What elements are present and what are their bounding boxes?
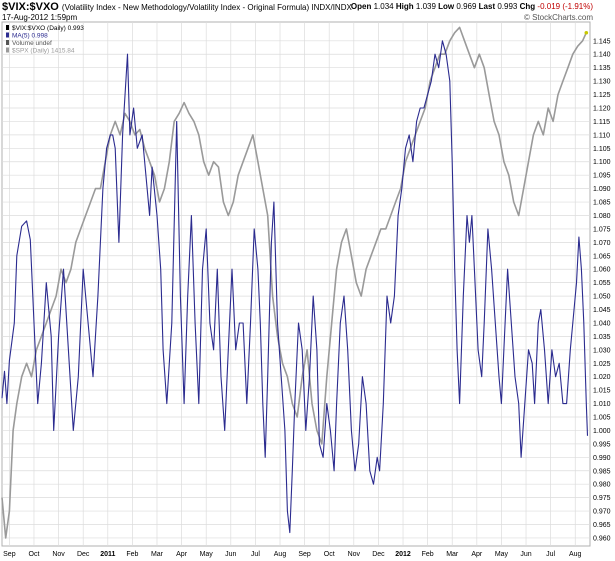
low-label: Low (438, 2, 455, 11)
chart-header: $VIX:$VXO (Volatility Index - New Method… (0, 0, 615, 24)
x-tick-label: Feb (126, 551, 138, 558)
y-tick-label: 1.000 (593, 428, 611, 435)
high-value: 1.039 (415, 2, 436, 11)
symbol-title: $VIX:$VXO (Volatility Index - New Method… (2, 1, 352, 13)
y-tick-label: 1.095 (593, 173, 611, 180)
y-tick-label: 0.960 (593, 535, 611, 542)
spx-price-line (1, 26, 588, 539)
y-tick-label: 1.085 (593, 200, 611, 207)
ma5-line (1, 40, 589, 534)
x-tick-label: Jul (546, 551, 555, 558)
x-tick-label: Sep (298, 551, 311, 558)
x-tick-label: Jul (251, 551, 260, 558)
x-tick-label: Apr (471, 551, 483, 558)
last-price-marker (584, 30, 589, 35)
open-label: Open (350, 2, 372, 11)
y-tick-label: 1.060 (593, 267, 611, 274)
x-tick-label: May (200, 551, 214, 558)
y-tick-label: 0.965 (593, 522, 611, 529)
y-tick-label: 1.040 (593, 320, 611, 327)
x-tick-label: Dec (372, 551, 385, 558)
chart-date: 17-Aug-2012 1:59pm (2, 13, 78, 22)
y-tick-label: 1.115 (593, 119, 610, 126)
x-tick-label: Jun (520, 551, 531, 558)
high-label: High (395, 2, 414, 11)
legend-entry: MA(5) 0.998 (12, 33, 48, 40)
legend-entry: $SPX (Daily) 1415.84 (12, 48, 75, 55)
y-tick-label: 0.970 (593, 509, 611, 516)
y-tick-label: 1.120 (593, 105, 611, 112)
y-tick-label: 1.090 (593, 186, 611, 193)
y-tick-label: 1.050 (593, 294, 611, 301)
x-tick-label: Oct (29, 551, 40, 558)
y-axis: 0.960 0.965 0.970 0.975 0.980 0.985 0.990 0.995… (593, 38, 611, 542)
open-value: 1.034 (373, 2, 394, 11)
y-tick-label: 1.045 (593, 307, 611, 314)
y-tick-label: 1.015 (593, 388, 611, 395)
x-tick-label: Mar (446, 551, 459, 558)
y-tick-label: 1.070 (593, 240, 611, 247)
x-tick-label: Mar (151, 551, 164, 558)
y-tick-label: 1.135 (593, 65, 611, 72)
y-tick-label: 1.055 (593, 280, 611, 287)
legend-entry: $VIX:$VXO (Daily) 0.993 (12, 25, 84, 32)
stockcharts-credit: © StockCharts.com (523, 13, 593, 22)
y-tick-label: 1.140 (593, 52, 611, 59)
y-tick-label: 1.010 (593, 401, 611, 408)
legend-swatch (6, 47, 9, 53)
y-tick-label: 0.995 (593, 441, 611, 448)
chg-label: Chg (519, 2, 536, 11)
y-tick-label: 1.030 (593, 347, 611, 354)
y-tick-label: 1.145 (593, 38, 611, 45)
plot-area (1, 21, 591, 547)
y-tick-label: 1.080 (593, 213, 611, 220)
symbol-description: (Volatility Index - New Methodology/Vola… (61, 3, 352, 12)
y-tick-label: 0.975 (593, 495, 611, 502)
y-tick-label: 1.005 (593, 415, 611, 422)
y-tick-label: 1.065 (593, 253, 611, 260)
y-tick-label: 1.075 (593, 226, 611, 233)
y-tick-label: 1.125 (593, 92, 611, 99)
y-tick-label: 1.105 (593, 146, 611, 153)
series-layer (1, 26, 589, 539)
x-tick-label: Jun (225, 551, 236, 558)
legend-swatch (6, 40, 9, 45)
last-value: 0.993 (497, 2, 518, 11)
y-tick-label: 0.980 (593, 482, 611, 489)
x-tick-label: Oct (324, 551, 335, 558)
y-tick-label: 1.130 (593, 79, 611, 86)
chg-value: -0.019 (-1.91%) (537, 2, 593, 11)
x-tick-label: Feb (422, 551, 434, 558)
legend-swatch (6, 32, 9, 38)
last-label: Last (478, 2, 496, 11)
symbol-ticker: $VIX:$VXO (2, 1, 59, 13)
y-tick-label: 1.100 (593, 159, 611, 166)
x-tick-label: May (495, 551, 509, 558)
x-tick-label: Nov (348, 551, 361, 558)
low-value: 0.969 (456, 2, 477, 11)
x-tick-label: Aug (274, 551, 287, 558)
x-tick-label: 2011 (100, 551, 115, 558)
legend-entry: Volume undef (12, 40, 52, 47)
y-tick-label: 1.025 (593, 361, 611, 368)
x-tick-label: Apr (176, 551, 188, 558)
x-axis: Sep Oct Nov Dec 2011 Feb Mar Apr May Jun Jul Aug Sep… (3, 551, 581, 558)
y-tick-label: 1.020 (593, 374, 611, 381)
legend-swatch (6, 25, 9, 30)
y-tick-label: 0.990 (593, 455, 611, 462)
y-tick-label: 0.985 (593, 468, 611, 475)
y-tick-label: 1.110 (593, 132, 610, 139)
x-tick-label: 2012 (395, 551, 411, 558)
x-tick-label: Aug (569, 551, 582, 558)
x-tick-label: Nov (52, 551, 65, 558)
x-tick-label: Dec (77, 551, 90, 558)
x-tick-label: Sep (3, 551, 16, 558)
y-tick-label: 1.035 (593, 334, 611, 341)
price-stats: Open 1.034 High 1.039 Low 0.969 Last 0.9… (351, 2, 593, 11)
